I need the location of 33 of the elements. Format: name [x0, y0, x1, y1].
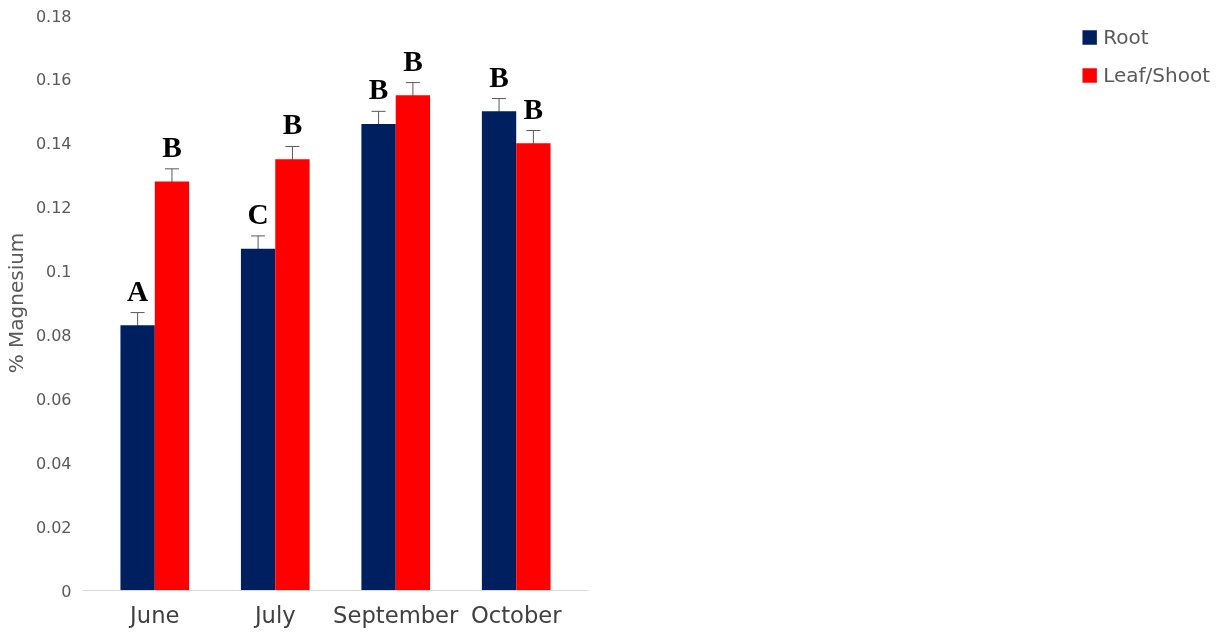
x-tick-label: September: [333, 601, 460, 628]
bar: [240, 248, 276, 591]
data-label: B: [523, 92, 544, 125]
data-label: C: [247, 197, 269, 230]
x-tick-label: July: [252, 601, 296, 628]
legend-label: Leaf/Shoot: [1103, 63, 1210, 87]
y-tick-label: 0.14: [35, 134, 72, 154]
data-label: B: [282, 108, 303, 141]
data-label: B: [489, 60, 509, 93]
bar: [395, 95, 431, 591]
y-tick-label: 0.16: [35, 70, 72, 90]
y-tick-label: 0.06: [35, 389, 72, 409]
x-tick-label: October: [470, 601, 563, 628]
y-tick-label: 0.12: [35, 198, 72, 218]
bar: [275, 159, 310, 591]
data-label: B: [403, 44, 423, 77]
y-tick-label: 0: [61, 581, 72, 601]
y-tick-label: 0.1: [46, 262, 72, 282]
bar: [361, 124, 396, 591]
y-tick-label: 0.08: [35, 325, 72, 345]
y-tick-label: 0.04: [35, 453, 72, 473]
data-label: B: [368, 73, 389, 106]
legend-label: Root: [1103, 25, 1149, 49]
bar: [481, 111, 517, 591]
bar: [120, 325, 155, 591]
bar: [516, 143, 551, 591]
y-tick-label: 0.02: [35, 517, 72, 537]
data-label: A: [127, 274, 149, 307]
x-tick-label: June: [128, 601, 180, 628]
data-label: B: [162, 130, 182, 163]
y-axis-title: % Magnesium: [3, 232, 28, 374]
bar: [154, 181, 190, 591]
y-tick-label: 0.18: [35, 6, 72, 26]
